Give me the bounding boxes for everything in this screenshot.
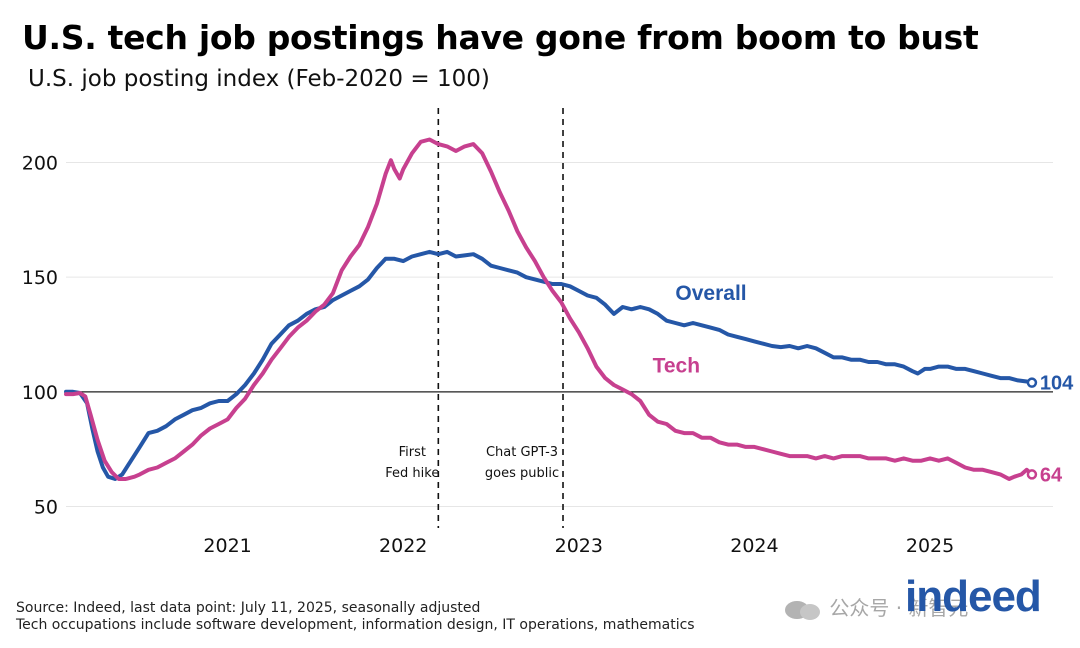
source-note: Source: Indeed, last data point: July 11… [16,600,481,616]
event-annotation-line: Fed hike [385,466,439,481]
y-tick-label-50: 50 [34,497,58,519]
end-value-label-tech: 64 [1040,464,1063,486]
chart-labels: 50 100 150 200 2021 2022 2023 2024 2025 First Fed … [22,152,1074,557]
definition-note: Tech occupations include software develo… [16,617,695,633]
x-tick-label-2021: 2021 [203,535,251,557]
end-point-overall [1026,377,1038,388]
chart-subtitle: U.S. job posting index (Feb-2020 = 100) [28,66,490,92]
y-tick-label-150: 150 [22,267,58,289]
x-tick-label-2025: 2025 [906,535,954,557]
watermark-text: 公众号 · 新智元 [829,596,969,620]
chat-bubble-icon [785,600,820,620]
x-tick-label-2024: 2024 [730,535,778,557]
series-line-tech [64,137,1034,481]
y-tick-label-200: 200 [22,152,58,174]
series-label-tech: Tech [653,354,700,377]
event-annotation-line: goes public [485,466,559,481]
line-chart: 50 100 150 200 2021 2022 2023 2024 2025 First Fed … [22,108,1074,557]
series-label-overall: Overall [675,282,746,305]
end-point-tech [1026,469,1038,480]
event-annotation-line: Chat GPT-3 [486,445,558,460]
end-value-label-overall: 104 [1040,373,1074,395]
watermark: 公众号 · 新智元 [783,592,968,621]
series-lines [64,137,1038,481]
event-annotation-2: Chat GPT-3 goes public [485,445,559,481]
series-line-overall [64,249,1034,481]
event-annotation-1: First Fed hike [385,445,439,481]
y-tick-label-100: 100 [22,382,58,404]
event-markers [437,108,564,528]
x-tick-label-2022: 2022 [379,535,427,557]
gridlines [66,161,1053,508]
chart-title: U.S. tech job postings have gone from bo… [22,18,979,57]
x-tick-label-2023: 2023 [555,535,603,557]
chart-footer: Source: Indeed, last data point: July 11… [16,600,695,634]
indeed-logo: indeed [905,572,1042,621]
event-annotation-line: First [399,445,426,460]
